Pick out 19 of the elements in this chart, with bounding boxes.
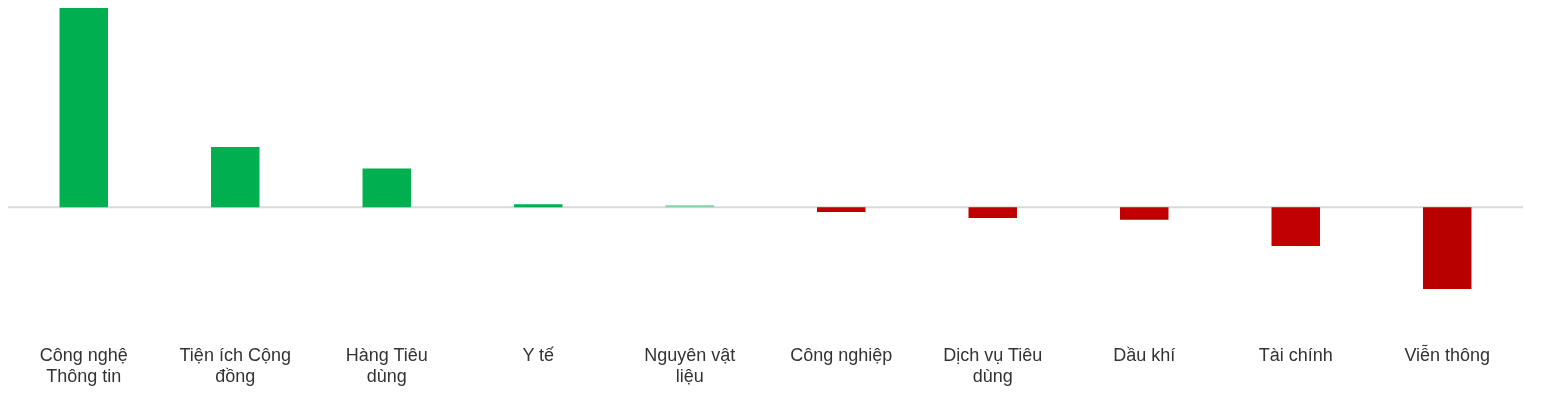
bar: [362, 168, 411, 208]
bar: [1423, 207, 1472, 289]
x-tick-label: Công nghiệp: [790, 344, 893, 365]
x-tick-label: Tài chính: [1258, 344, 1333, 365]
x-tick-label: Y tế: [522, 344, 555, 365]
x-tick-label: Nguyên vật liệu: [644, 344, 736, 387]
x-tick-label: Công nghệ Thông tin: [39, 344, 128, 387]
bar: [1271, 207, 1320, 247]
x-tick-label: Hàng Tiêu dùng: [345, 344, 428, 387]
bar: [817, 207, 866, 213]
x-tick-label: Dầu khí: [1113, 344, 1176, 365]
bar: [1120, 207, 1169, 220]
bar: [211, 147, 260, 208]
x-tick-label: Dịch vụ Tiêu dùng: [943, 344, 1043, 387]
bar: [59, 8, 108, 208]
bar: [968, 207, 1017, 219]
bar: [514, 204, 563, 208]
x-tick-label: Tiện ích Cộng đồng: [179, 344, 291, 387]
x-tick-label: Viễn thông: [1404, 343, 1491, 365]
